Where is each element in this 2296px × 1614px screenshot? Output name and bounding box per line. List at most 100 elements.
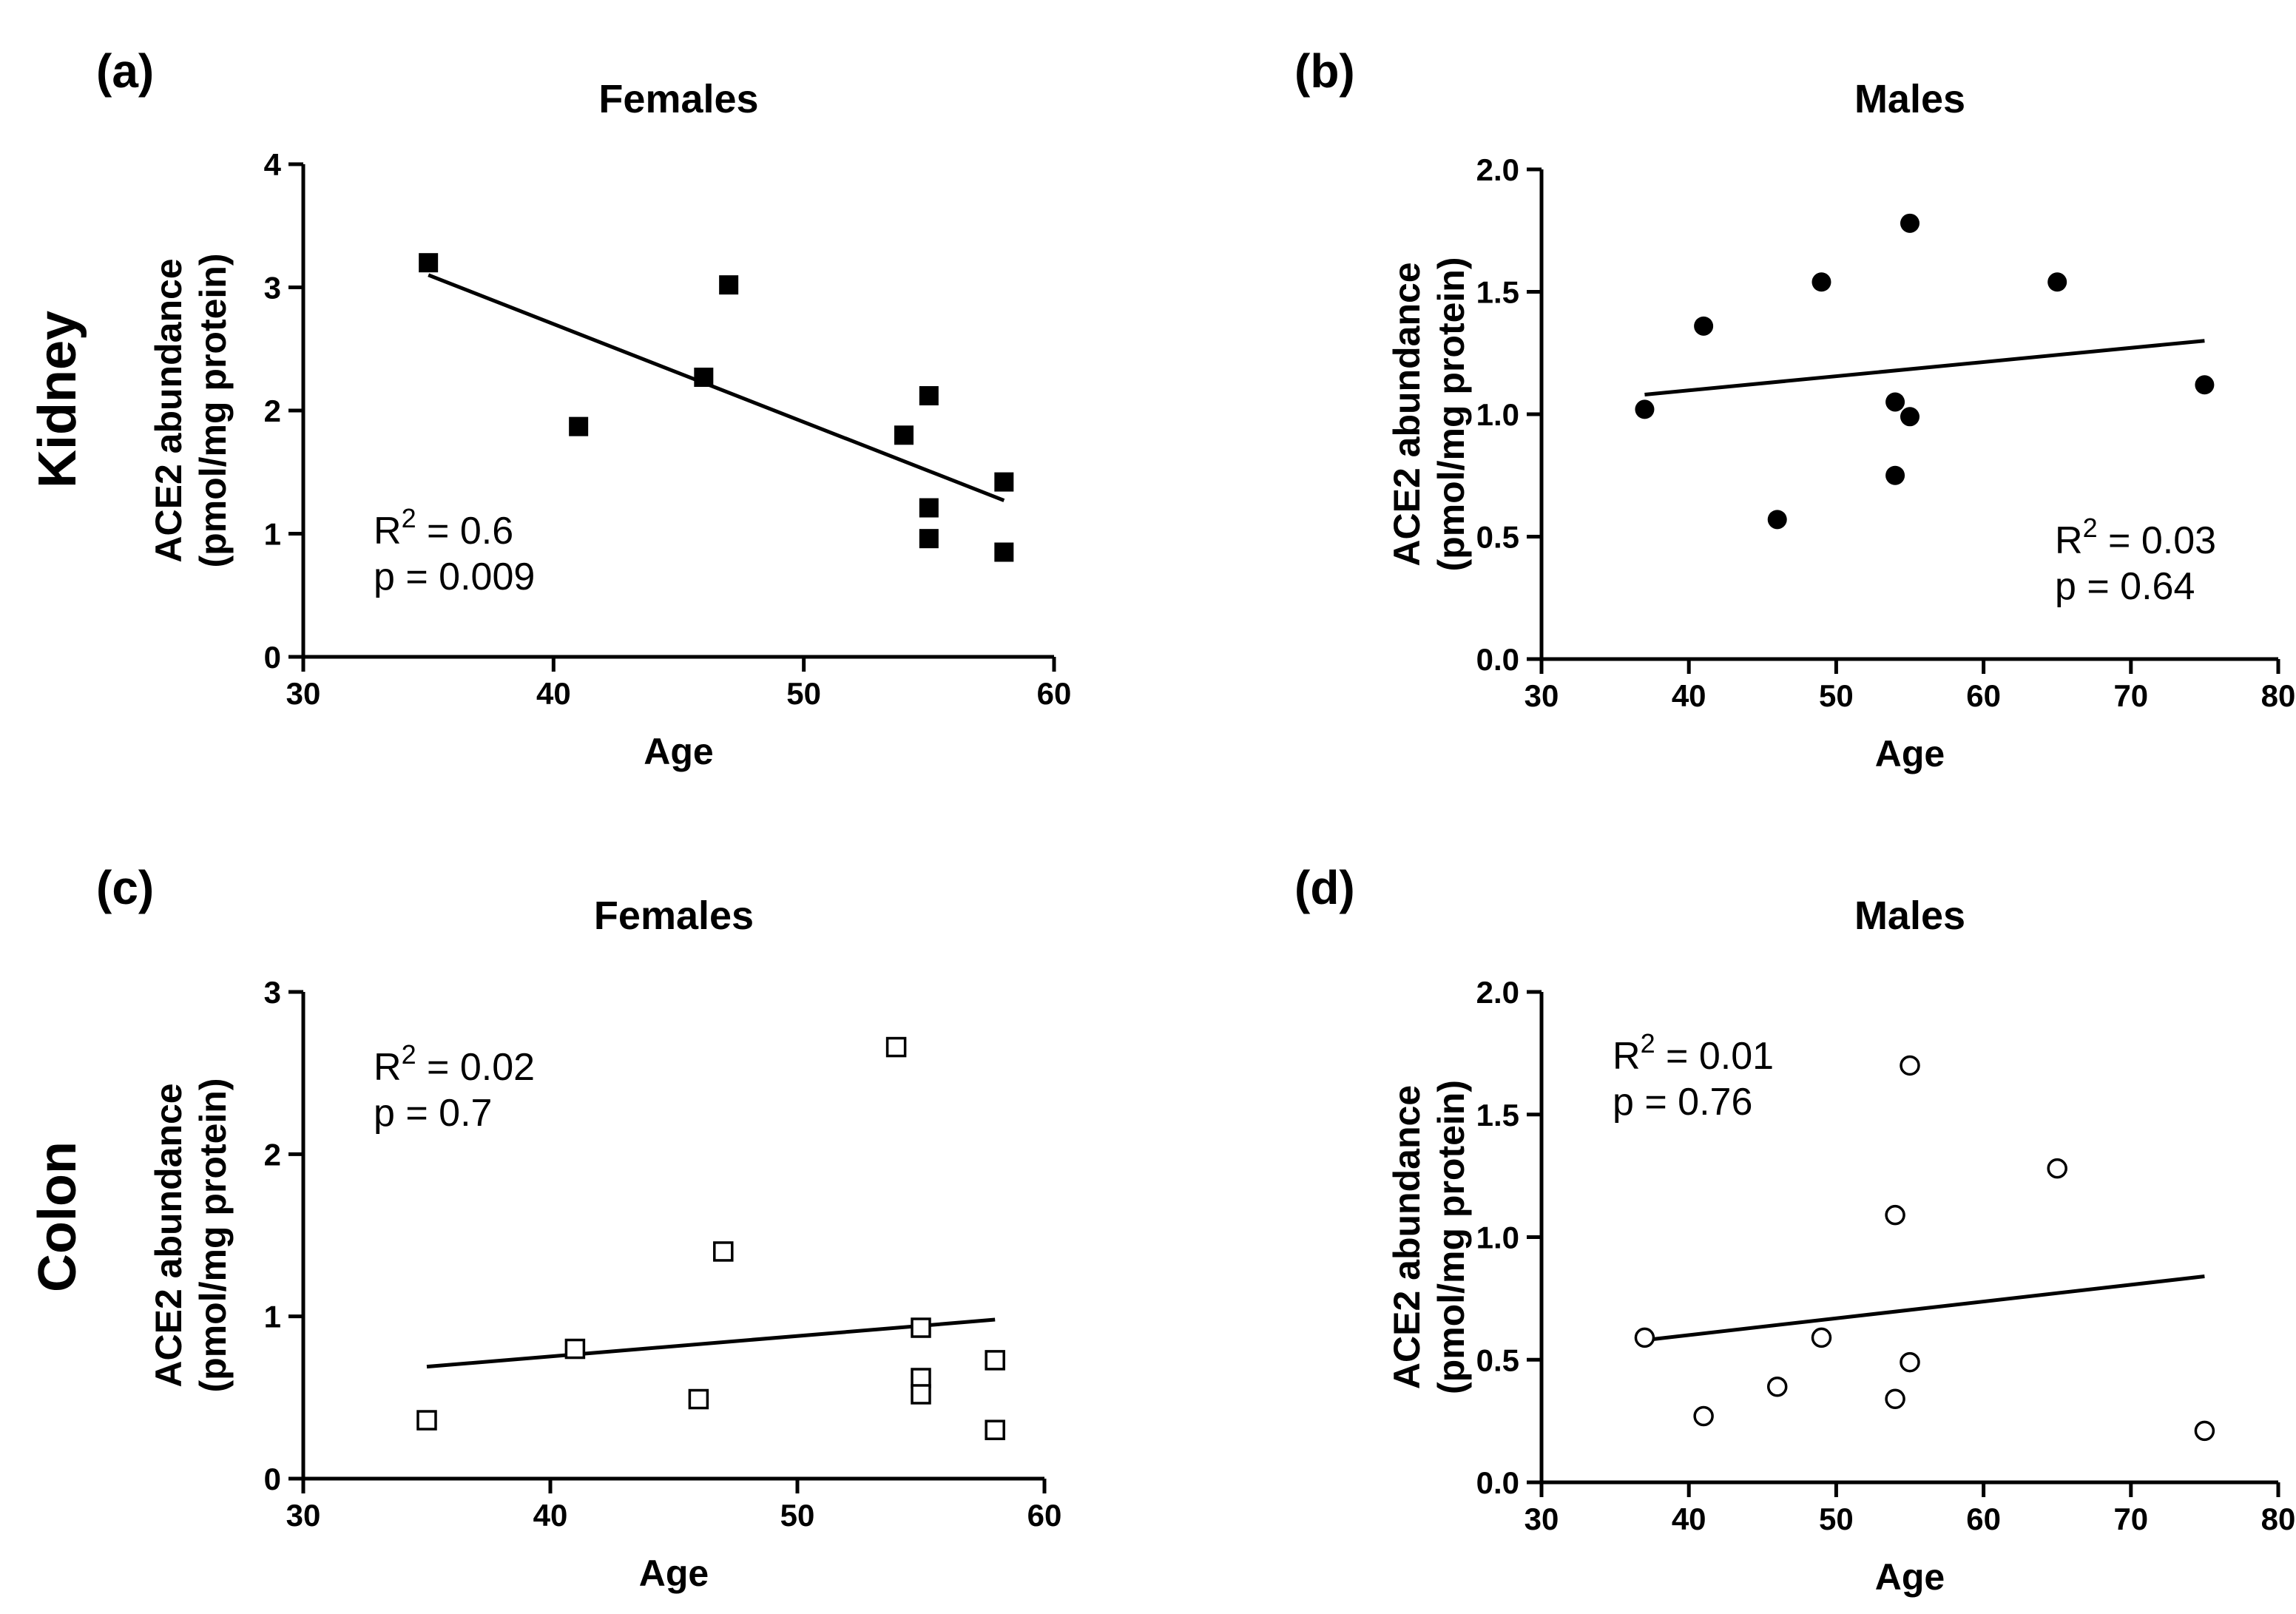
data-point	[2047, 1158, 2067, 1179]
x-tick-label: 70	[2113, 1502, 2148, 1536]
data-point	[911, 1384, 931, 1405]
x-tick-label: 30	[1525, 678, 1559, 713]
data-point	[911, 1317, 931, 1338]
panel-label: (b)	[1294, 44, 1355, 98]
data-point	[1635, 399, 1655, 419]
x-axis-label: Age	[1875, 733, 1945, 774]
x-tick-label: 50	[1819, 1502, 1854, 1536]
data-point	[713, 1241, 734, 1262]
data-point	[1767, 510, 1787, 530]
data-point	[416, 1410, 437, 1431]
chart-panel-b: (b) Males 0.0 0.5 1.0 1.5 2.0 30 40 50 60 70 80 Age AC…	[1294, 44, 2295, 774]
data-point	[419, 253, 439, 273]
data-point	[1885, 392, 1905, 412]
panel-label: (a)	[96, 44, 154, 98]
data-point	[894, 425, 914, 445]
y-tick-label: 2	[264, 1137, 281, 1172]
chart-panel-a: (a) Females 0 1 2 3 4 30 40 50 60 Age ACE2 abundance…	[96, 44, 1071, 772]
y-tick-label: 0.0	[1476, 1465, 1519, 1500]
x-tick-label: 30	[1525, 1502, 1559, 1536]
data-point	[1885, 1388, 1905, 1410]
y-tick-label: 2.0	[1476, 975, 1519, 1010]
x-tick-label: 40	[1672, 678, 1706, 713]
y-axis-label-line2: (pmol/mg protein)	[1431, 257, 1472, 572]
data-point	[688, 1388, 709, 1410]
x-tick-label: 80	[2261, 1502, 2296, 1536]
regression-line	[426, 1317, 996, 1369]
data-point	[1811, 1327, 1832, 1348]
y-tick-label: 1	[264, 517, 281, 552]
data-point	[1900, 213, 1919, 233]
y-axis-label-line1: ACE2 abundance	[1386, 1085, 1428, 1389]
panel-label: (d)	[1294, 861, 1355, 914]
x-tick-label: 60	[1966, 1502, 2001, 1536]
data-point	[919, 498, 939, 518]
y-tick-label: 1.5	[1476, 275, 1519, 310]
data-point	[1812, 272, 1831, 292]
x-axis-label: Age	[644, 731, 713, 772]
data-point	[1885, 1204, 1905, 1226]
x-tick-label: 60	[1966, 678, 2001, 713]
r-squared-annotation: R2 = 0.03	[2055, 513, 2216, 562]
y-axis-label-line1: ACE2 abundance	[1386, 262, 1428, 566]
x-tick-label: 70	[2113, 678, 2148, 713]
y-axis-label-line2: (pmol/mg protein)	[1431, 1080, 1472, 1394]
x-tick-label: 80	[2261, 678, 2296, 713]
data-point	[1693, 1405, 1714, 1427]
y-tick-label: 1	[264, 1300, 281, 1334]
data-point	[569, 416, 589, 436]
x-tick-label: 40	[533, 1498, 568, 1533]
x-tick-label: 50	[786, 676, 821, 711]
y-axis-label-line2: (pmol/mg protein)	[192, 254, 234, 568]
y-tick-label: 0.5	[1476, 520, 1519, 555]
p-value-annotation: p = 0.7	[374, 1092, 492, 1135]
regression-line	[428, 273, 1005, 502]
data-point	[1766, 1376, 1788, 1397]
x-axis-label: Age	[1875, 1556, 1945, 1598]
data-point	[985, 1419, 1005, 1440]
r-squared-annotation: R2 = 0.02	[374, 1039, 535, 1089]
data-point	[2195, 375, 2215, 395]
p-value-annotation: p = 0.64	[2055, 565, 2195, 608]
y-tick-label: 3	[264, 271, 281, 305]
x-tick-label: 60	[1037, 676, 1072, 711]
data-point	[1885, 465, 1905, 485]
chart-title: Males	[1854, 894, 1965, 938]
x-tick-label: 30	[286, 1498, 321, 1533]
data-point	[994, 542, 1014, 562]
x-tick-label: 40	[1672, 1502, 1706, 1536]
x-tick-label: 60	[1027, 1498, 1062, 1533]
x-tick-label: 40	[536, 676, 571, 711]
panel-label: (c)	[96, 861, 154, 914]
chart-title: Females	[594, 894, 754, 938]
y-tick-label: 2	[264, 394, 281, 428]
data-point	[719, 275, 739, 295]
y-tick-label: 0	[264, 1462, 281, 1496]
data-point	[694, 368, 714, 388]
data-point	[1900, 1351, 1920, 1373]
chart-panel-d: (d) Males 0.0 0.5 1.0 1.5 2.0 30 40 50 60 70 80 Age AC…	[1294, 861, 2295, 1598]
p-value-annotation: p = 0.76	[1613, 1081, 1752, 1124]
data-point	[994, 472, 1014, 492]
data-point	[919, 386, 939, 406]
data-point	[919, 529, 939, 549]
data-point	[885, 1036, 907, 1058]
y-axis-label-line1: ACE2 abundance	[148, 258, 189, 562]
r-squared-annotation: R2 = 0.01	[1613, 1028, 1774, 1078]
x-tick-label: 50	[780, 1498, 815, 1533]
r-squared-annotation: R2 = 0.6	[374, 503, 513, 553]
regression-line	[1644, 1274, 2205, 1343]
data-point	[1694, 316, 1714, 336]
data-point	[2194, 1420, 2215, 1442]
data-point	[1900, 407, 1919, 427]
data-point	[985, 1350, 1005, 1371]
x-tick-label: 50	[1819, 678, 1854, 713]
y-tick-label: 3	[264, 975, 281, 1010]
y-axis-label-line1: ACE2 abundance	[148, 1083, 189, 1387]
data-point	[2047, 272, 2067, 292]
y-tick-label: 1.0	[1476, 397, 1519, 432]
chart-title: Males	[1854, 77, 1965, 121]
y-tick-label: 1.0	[1476, 1220, 1519, 1255]
